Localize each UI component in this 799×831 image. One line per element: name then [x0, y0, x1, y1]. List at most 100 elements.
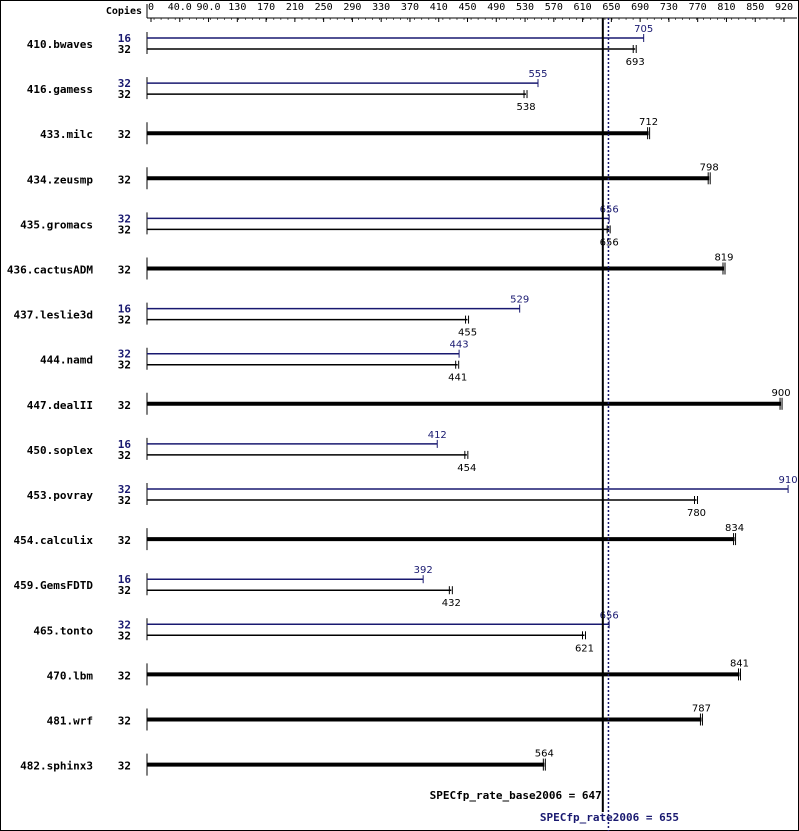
x-tick-label: 920	[775, 2, 793, 13]
x-tick-label: 610	[574, 2, 592, 13]
base-copies-label: 32	[118, 760, 131, 773]
benchmark-row: 434.zeusmp 32 798	[27, 162, 719, 190]
x-tick-label: 0	[148, 2, 154, 13]
benchmark-row: 433.milc 32 712	[40, 117, 658, 145]
base-value-label: 538	[516, 102, 535, 113]
base-copies-label: 32	[118, 629, 131, 642]
x-tick-label: 290	[343, 2, 361, 13]
base-value-label: 712	[639, 117, 658, 128]
base-copies-label: 32	[118, 43, 131, 56]
base-value-label: 621	[575, 643, 594, 654]
peak-copies-label: 16	[118, 573, 132, 586]
benchmark-row: 410.bwaves 16 705 32 693	[27, 24, 653, 68]
x-tick-label: 530	[516, 2, 534, 13]
reference-lines: SPECfp_rate_base2006 = 647 SPECfp_rate200…	[430, 18, 679, 831]
benchmark-row: 453.povray 32 910 32 780	[27, 475, 798, 519]
x-tick-label: 490	[487, 2, 505, 13]
x-tick-label: 730	[660, 2, 678, 13]
peak-copies-label: 32	[118, 348, 131, 361]
benchmark-rows: 410.bwaves 16 705 32 693 416.gamess 32 555 32 538…	[7, 24, 798, 776]
benchmark-row: 447.dealII 32 900	[27, 388, 791, 415]
x-tick-label: 90.0	[196, 2, 220, 13]
benchmark-name: 459.GemsFDTD	[14, 579, 94, 592]
benchmark-name: 482.sphinx3	[20, 760, 93, 773]
base-value-label: 900	[772, 388, 791, 399]
base-value-label: 787	[692, 704, 711, 715]
base-value-label: 441	[448, 373, 467, 384]
x-tick-label: 130	[228, 2, 246, 13]
benchmark-name: 410.bwaves	[27, 38, 93, 51]
peak-value-label: 705	[634, 24, 653, 35]
peak-copies-label: 32	[118, 618, 131, 631]
peak-value-label: 910	[779, 475, 798, 486]
benchmark-name: 454.calculix	[14, 534, 94, 547]
benchmark-name: 453.povray	[27, 489, 94, 502]
base-value-label: 798	[700, 162, 719, 173]
x-tick-label: 770	[689, 2, 707, 13]
copies-header: Copies	[106, 5, 142, 17]
benchmark-name: 481.wrf	[47, 715, 93, 728]
x-tick-label: 210	[286, 2, 304, 13]
peak-copies-label: 16	[118, 303, 132, 316]
base-copies-label: 32	[118, 173, 131, 186]
base-copies-label: 32	[118, 449, 131, 462]
base-copies-label: 32	[118, 359, 131, 372]
x-tick-label: 410	[430, 2, 448, 13]
benchmark-name: 433.milc	[40, 128, 93, 141]
base-copies-label: 32	[118, 534, 131, 547]
base-copies-label: 32	[118, 314, 131, 327]
base-value-label: 564	[535, 749, 554, 760]
peak-value-label: 656	[600, 204, 619, 215]
base-copies-label: 32	[118, 584, 131, 597]
benchmark-name: 450.soplex	[27, 444, 94, 457]
base-copies-label: 32	[118, 264, 131, 277]
base-value-label: 455	[458, 328, 477, 339]
base-reference-label: SPECfp_rate_base2006 = 647	[430, 789, 602, 802]
peak-reference-label: SPECfp_rate2006 = 655	[540, 811, 679, 824]
base-copies-label: 32	[118, 494, 131, 507]
base-copies-label: 32	[118, 669, 131, 682]
x-tick-label: 330	[372, 2, 390, 13]
benchmark-row: 459.GemsFDTD 16 392 32 432	[14, 565, 461, 609]
x-tick-label: 250	[315, 2, 333, 13]
benchmark-row: 454.calculix 32 834	[14, 523, 744, 551]
base-value-label: 819	[714, 253, 733, 264]
benchmark-name: 437.leslie3d	[14, 309, 93, 322]
benchmark-row: 470.lbm 32 841	[47, 658, 749, 686]
base-copies-label: 32	[118, 399, 131, 412]
benchmark-name: 434.zeusmp	[27, 173, 94, 186]
base-value-label: 432	[442, 598, 461, 609]
x-tick-label: 370	[401, 2, 419, 13]
benchmark-name: 436.cactusADM	[7, 264, 93, 277]
benchmark-name: 435.gromacs	[20, 218, 93, 231]
benchmark-row: 437.leslie3d 16 529 32 455	[14, 295, 530, 339]
benchmark-name: 465.tonto	[33, 624, 93, 637]
benchmark-name: 470.lbm	[47, 669, 94, 682]
base-copies-label: 32	[118, 128, 131, 141]
x-tick-label: 650	[602, 2, 620, 13]
peak-value-label: 555	[528, 69, 547, 80]
base-copies-label: 32	[118, 223, 131, 236]
base-value-label: 693	[626, 57, 645, 68]
x-tick-label: 170	[257, 2, 275, 13]
base-value-label: 841	[730, 658, 749, 669]
peak-copies-label: 32	[118, 212, 131, 225]
peak-copies-label: 32	[118, 77, 131, 90]
x-tick-label: 850	[746, 2, 764, 13]
peak-copies-label: 32	[118, 483, 131, 496]
x-tick-label: 450	[458, 2, 476, 13]
base-value-label: 834	[725, 523, 744, 534]
x-tick-label: 570	[545, 2, 563, 13]
peak-copies-label: 16	[118, 32, 132, 45]
peak-value-label: 412	[428, 430, 447, 441]
benchmark-row: 416.gamess 32 555 32 538	[27, 69, 548, 113]
benchmark-name: 444.namd	[40, 354, 93, 367]
x-axis: 0 40.0 90.0 130 170 210 250 290 330 370 410 450 490 5…	[146, 2, 797, 22]
benchmark-name: 447.dealII	[27, 399, 93, 412]
base-value-label: 454	[457, 463, 476, 474]
benchmark-row: 444.namd 32 443 32 441	[40, 340, 469, 384]
benchmark-row: 450.soplex 16 412 32 454	[27, 430, 477, 474]
